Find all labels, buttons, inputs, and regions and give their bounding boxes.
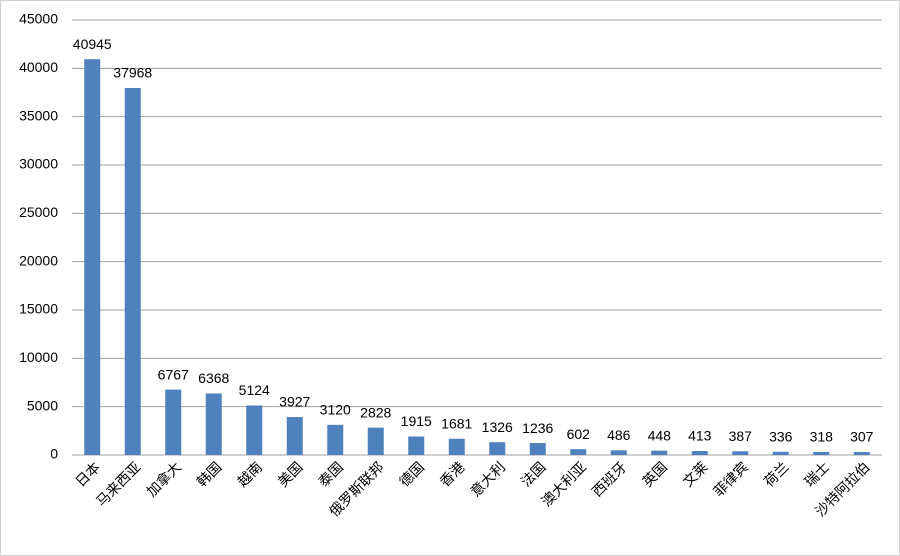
bar bbox=[408, 436, 425, 455]
value-label: 1915 bbox=[401, 413, 432, 429]
value-label: 3120 bbox=[320, 402, 351, 418]
bar bbox=[448, 438, 465, 455]
bar bbox=[84, 59, 101, 455]
y-tick-label: 30000 bbox=[19, 156, 58, 172]
value-label: 307 bbox=[850, 429, 874, 445]
value-label: 6368 bbox=[198, 370, 229, 386]
y-tick-label: 40000 bbox=[19, 59, 58, 75]
y-tick-label: 45000 bbox=[19, 11, 58, 27]
value-label: 1326 bbox=[482, 419, 513, 435]
value-label: 5124 bbox=[239, 382, 270, 398]
bar bbox=[772, 451, 789, 455]
value-label: 40945 bbox=[73, 36, 112, 52]
bar bbox=[246, 405, 263, 455]
bar bbox=[813, 451, 830, 455]
value-label: 6767 bbox=[158, 366, 189, 382]
value-label: 602 bbox=[567, 426, 591, 442]
bar bbox=[205, 393, 222, 455]
y-tick-label: 15000 bbox=[19, 301, 58, 317]
bar bbox=[367, 427, 384, 455]
value-label: 448 bbox=[648, 427, 672, 443]
bar bbox=[732, 451, 749, 455]
bar bbox=[651, 450, 668, 455]
y-tick-label: 0 bbox=[50, 446, 58, 462]
value-label: 336 bbox=[769, 428, 793, 444]
value-label: 486 bbox=[607, 427, 631, 443]
bar bbox=[691, 451, 708, 455]
bar bbox=[286, 417, 303, 455]
y-tick-label: 20000 bbox=[19, 252, 58, 268]
y-tick-label: 35000 bbox=[19, 107, 58, 123]
bar bbox=[610, 450, 627, 455]
bar bbox=[165, 389, 182, 455]
value-label: 2828 bbox=[360, 404, 391, 420]
y-tick-label: 25000 bbox=[19, 204, 58, 220]
bar bbox=[853, 452, 870, 455]
bar bbox=[570, 449, 587, 455]
y-tick-label: 5000 bbox=[27, 397, 58, 413]
value-label: 387 bbox=[729, 428, 753, 444]
value-label: 413 bbox=[688, 428, 712, 444]
value-label: 318 bbox=[810, 429, 834, 445]
bar bbox=[124, 87, 141, 455]
value-label: 3927 bbox=[279, 394, 310, 410]
bar bbox=[529, 443, 546, 455]
bar bbox=[489, 442, 506, 455]
value-label: 1236 bbox=[522, 420, 553, 436]
y-tick-label: 10000 bbox=[19, 349, 58, 365]
value-label: 1681 bbox=[441, 415, 472, 431]
bar bbox=[327, 424, 344, 455]
value-label: 37968 bbox=[113, 65, 152, 81]
